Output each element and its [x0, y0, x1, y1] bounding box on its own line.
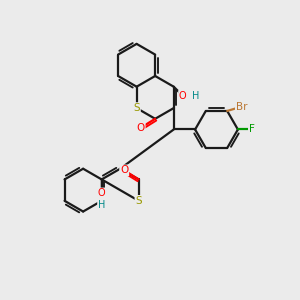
Text: H: H: [192, 91, 199, 101]
Text: S: S: [135, 196, 142, 206]
Text: O: O: [136, 123, 145, 133]
Text: Br: Br: [236, 102, 247, 112]
Text: S: S: [133, 103, 140, 113]
Text: O: O: [98, 188, 106, 198]
Text: O: O: [120, 165, 128, 176]
Text: H: H: [98, 200, 105, 210]
Text: F: F: [249, 124, 255, 134]
Text: O: O: [179, 91, 187, 101]
